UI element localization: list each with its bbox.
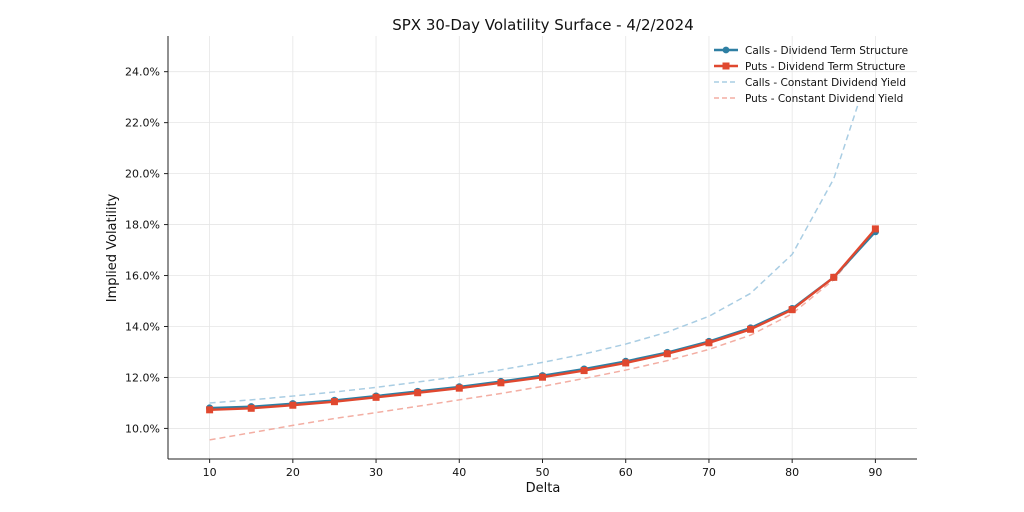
x-tick-label: 90 [868, 466, 882, 479]
data-point [497, 379, 505, 387]
y-tick-label: 12.0% [125, 371, 160, 384]
legend-marker [722, 62, 730, 70]
data-point [580, 367, 588, 375]
data-point [830, 273, 838, 281]
data-point [247, 404, 255, 412]
x-tick-label: 60 [619, 466, 633, 479]
data-point [330, 398, 338, 406]
legend-item: Puts - Constant Dividend Yield [714, 93, 903, 105]
y-axis-label: Implied Volatility [105, 193, 120, 302]
data-point [206, 406, 214, 414]
x-ticks: 10 20 30 40 50 60 70 80 90 [203, 459, 882, 479]
y-tick-label: 16.0% [125, 270, 160, 283]
series-group [206, 102, 879, 441]
legend-label: Calls - Dividend Term Structure [745, 45, 908, 57]
y-tick-label: 22.0% [125, 117, 160, 130]
y-tick-label: 14.0% [125, 320, 160, 333]
data-point [663, 350, 671, 358]
y-tick-label: 24.0% [125, 66, 160, 79]
y-ticks: 10.0% 12.0% 14.0% 16.0% 18.0% 20.0% 22.0% 24.0% [125, 66, 168, 435]
series-2 [209, 102, 860, 404]
legend-item: Calls - Constant Dividend Yield [714, 77, 906, 89]
data-point [622, 359, 630, 367]
x-tick-label: 30 [369, 466, 383, 479]
y-tick-label: 18.0% [125, 219, 160, 232]
y-tick-label: 10.0% [125, 422, 160, 435]
x-tick-label: 80 [785, 466, 799, 479]
data-point [705, 339, 713, 347]
series-3 [209, 229, 876, 441]
data-point [372, 393, 380, 401]
x-tick-label: 50 [536, 466, 550, 479]
legend: Calls - Dividend Term Structure Puts - Di… [714, 45, 908, 105]
legend-label: Puts - Dividend Term Structure [745, 61, 905, 73]
grid [168, 36, 917, 459]
x-tick-label: 10 [203, 466, 217, 479]
data-point [455, 384, 463, 392]
x-axis-label: Delta [526, 481, 561, 496]
legend-item: Calls - Dividend Term Structure [714, 45, 908, 57]
y-tick-label: 20.0% [125, 168, 160, 181]
x-tick-label: 40 [452, 466, 466, 479]
x-tick-label: 20 [286, 466, 300, 479]
series-1 [206, 225, 879, 414]
series-line [209, 229, 876, 441]
data-point [289, 401, 297, 409]
data-point [871, 225, 879, 233]
data-point [747, 325, 755, 333]
legend-marker [722, 46, 730, 54]
legend-item: Puts - Dividend Term Structure [714, 61, 905, 73]
chart-title: SPX 30-Day Volatility Surface - 4/2/2024 [392, 16, 694, 34]
series-line [209, 102, 860, 404]
x-tick-label: 70 [702, 466, 716, 479]
data-point [539, 373, 546, 381]
legend-label: Calls - Constant Dividend Yield [745, 77, 906, 89]
data-point [414, 389, 422, 397]
data-point [788, 306, 796, 314]
legend-label: Puts - Constant Dividend Yield [745, 93, 903, 105]
